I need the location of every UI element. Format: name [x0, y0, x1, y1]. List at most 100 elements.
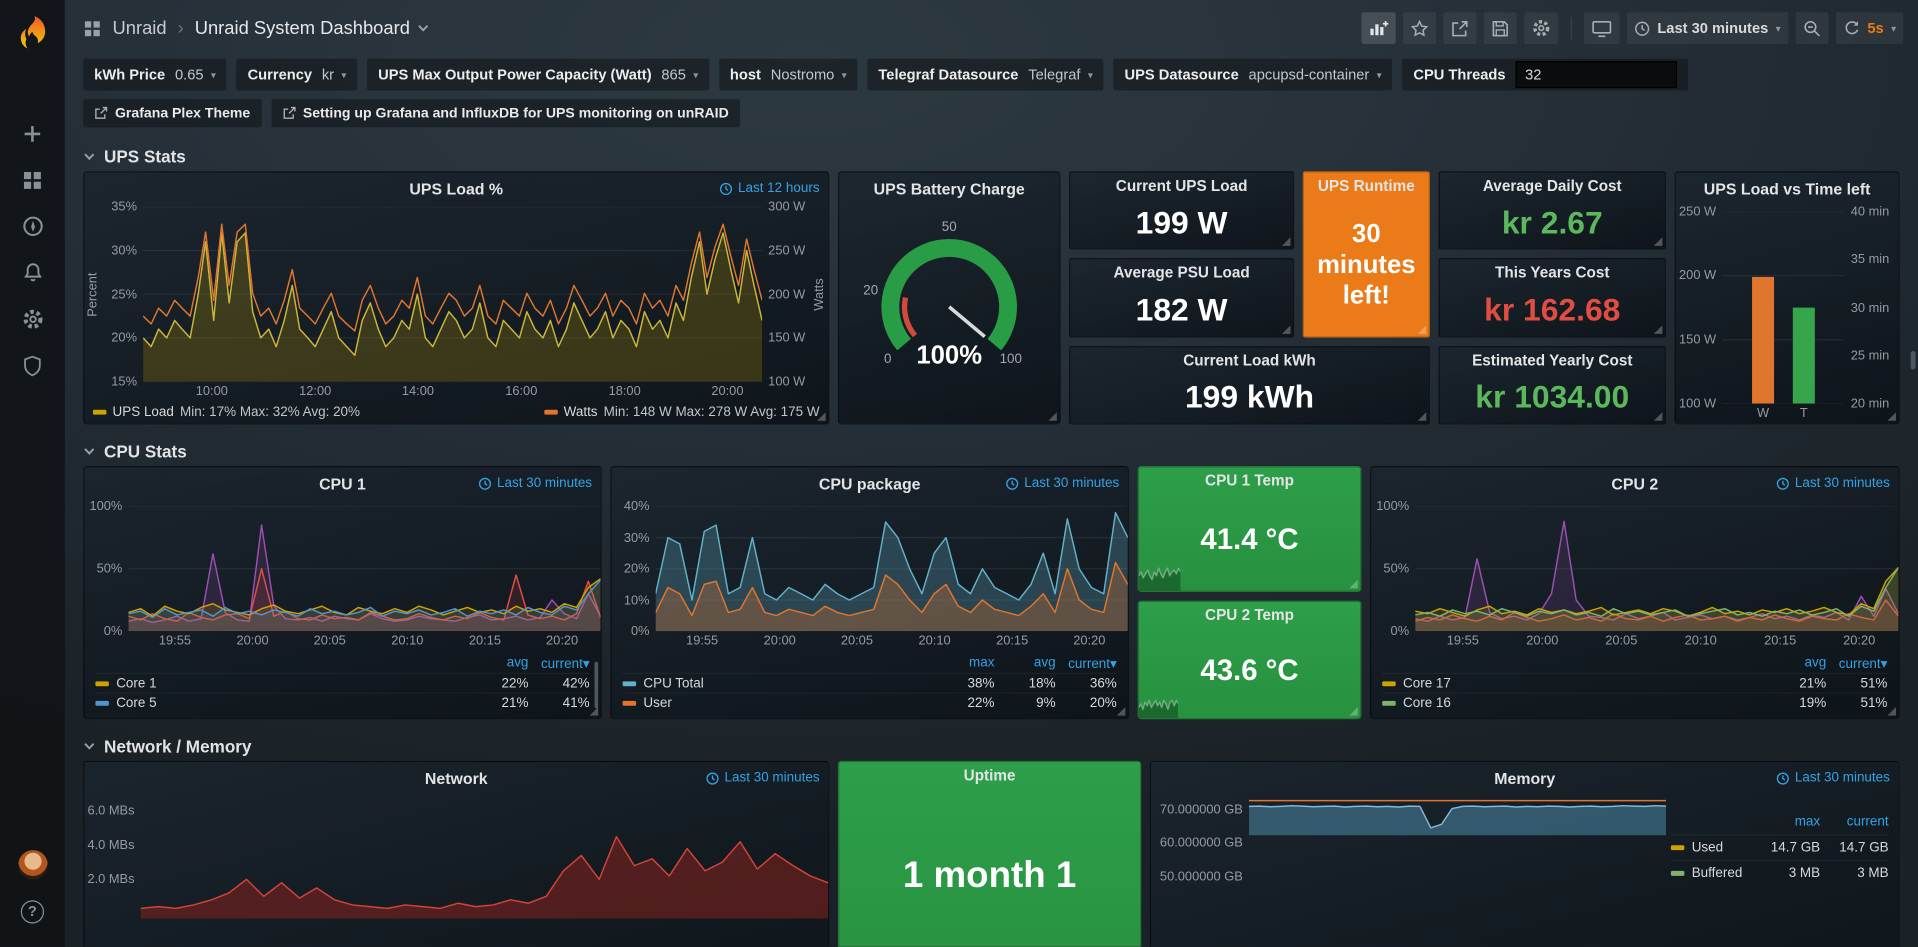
panel-title[interactable]: Current Load kWh — [1183, 351, 1316, 369]
panel-title[interactable]: UPS Runtime — [1317, 177, 1415, 195]
panel-time-range[interactable]: Last 30 minutes — [1777, 476, 1890, 491]
panel-resize-handle[interactable] — [1116, 707, 1126, 716]
share-dashboard-button[interactable] — [1443, 12, 1477, 45]
variable-value-dropdown[interactable]: Nostromo ▾ — [770, 66, 847, 84]
panel-resize-handle[interactable] — [1417, 412, 1427, 421]
panel-title[interactable]: UPS Load % — [409, 179, 504, 198]
panel-title[interactable]: UPS Load vs Time left — [1703, 179, 1871, 198]
page-scrollbar[interactable] — [1910, 0, 1917, 947]
add-panel-button[interactable] — [1361, 12, 1396, 45]
sidebar-server-admin-button[interactable] — [0, 342, 65, 388]
panel-resize-handle[interactable] — [1349, 707, 1358, 716]
legend-item[interactable]: Used 14.7 GB 14.7 GB — [1670, 834, 1889, 860]
panel-time-range[interactable]: Last 30 minutes — [706, 771, 820, 785]
link-ups-monitoring-guide[interactable]: Setting up Grafana and InfluxDB for UPS … — [271, 99, 740, 128]
zoom-out-time-button[interactable] — [1795, 12, 1829, 45]
panel-title[interactable]: CPU 2 Temp — [1205, 606, 1294, 624]
panel-title[interactable]: Average PSU Load — [1113, 264, 1250, 282]
grafana-logo-button[interactable] — [0, 10, 65, 59]
variable-value-dropdown[interactable]: kr ▾ — [321, 66, 347, 84]
star-dashboard-button[interactable] — [1402, 12, 1436, 45]
legend-item[interactable]: Core 5 21% 41% — [95, 692, 590, 712]
sidebar-help-button[interactable]: ? — [0, 888, 65, 934]
legend-column-header[interactable]: current▾ — [1068, 656, 1117, 671]
panel-resize-handle[interactable] — [589, 707, 599, 716]
sidebar-create-button[interactable] — [0, 110, 65, 156]
panel-title[interactable]: This Years Cost — [1495, 264, 1610, 282]
sidebar-dashboards-button[interactable] — [0, 157, 65, 203]
panel-resize-handle[interactable] — [1281, 324, 1291, 334]
panel-title[interactable]: CPU package — [818, 473, 921, 493]
panel-title[interactable]: UPS Battery Charge — [873, 179, 1025, 198]
network-chart-plot[interactable] — [140, 796, 829, 919]
dashboard-title[interactable]: Unraid System Dashboard — [195, 18, 430, 39]
panel-title[interactable]: CPU 1 — [319, 473, 366, 493]
panel-time-range[interactable]: Last 30 minutes — [1777, 771, 1890, 785]
panel-title[interactable]: Uptime — [963, 766, 1016, 785]
legend-column-header[interactable]: avg — [1033, 655, 1056, 671]
panel-resize-handle[interactable] — [1281, 237, 1291, 247]
legend-column-header[interactable]: avg — [1804, 655, 1827, 671]
legend-item[interactable]: Core 17 21% 51% — [1382, 672, 1888, 693]
variable-value-dropdown[interactable]: 865 ▾ — [661, 66, 699, 84]
panel-title[interactable]: Estimated Yearly Cost — [1472, 351, 1633, 369]
variable-value-dropdown[interactable]: 0.65 ▾ — [174, 66, 216, 84]
cpu2-chart-plot[interactable] — [1415, 506, 1899, 632]
kiosk-mode-button[interactable] — [1583, 12, 1620, 45]
panel-title[interactable]: CPU 2 — [1611, 473, 1659, 493]
sidebar-alerting-button[interactable] — [0, 250, 65, 296]
panel-title[interactable]: Current UPS Load — [1115, 177, 1248, 195]
cpu-package-chart-plot[interactable] — [655, 506, 1128, 632]
legend-item[interactable]: Core 16 19% 51% — [1382, 692, 1888, 712]
ups-load-chart-plot[interactable] — [143, 207, 763, 382]
section-ups-stats[interactable]: UPS Stats — [83, 141, 1899, 172]
panel-resize-handle[interactable] — [1349, 579, 1358, 589]
panel-time-range[interactable]: Last 30 minutes — [479, 476, 592, 491]
legend-item[interactable]: UPS Load Min: 17% Max: 32% Avg: 20% — [92, 405, 360, 420]
panel-resize-handle[interactable] — [1048, 412, 1057, 421]
panel-time-range[interactable]: Last 30 minutes — [1006, 476, 1119, 491]
panel-title[interactable]: Network — [424, 768, 488, 788]
cpu1-chart-plot[interactable] — [128, 506, 601, 632]
legend-column-header[interactable]: current — [1846, 814, 1889, 829]
legend-scrollbar[interactable] — [594, 661, 599, 709]
panel-resize-handle[interactable] — [817, 412, 826, 421]
legend-column-header[interactable]: avg — [506, 655, 529, 671]
dashboard-settings-button[interactable] — [1524, 12, 1559, 45]
save-dashboard-button[interactable] — [1483, 12, 1517, 45]
memory-chart-plot[interactable] — [1248, 794, 1667, 947]
panel-title[interactable]: CPU 1 Temp — [1205, 472, 1294, 490]
legend-column-header[interactable]: current▾ — [1838, 656, 1888, 671]
variable-value-dropdown[interactable]: apcupsd-container ▾ — [1248, 66, 1382, 84]
panel-resize-handle[interactable] — [1653, 324, 1663, 334]
legend-item[interactable]: Watts Min: 148 W Max: 278 W Avg: 175 W — [544, 405, 820, 420]
panel-resize-handle[interactable] — [1417, 324, 1427, 334]
panel-resize-handle[interactable] — [1887, 707, 1896, 716]
bar-chart-plot[interactable] — [1722, 212, 1844, 404]
panel-title[interactable]: Memory — [1494, 768, 1556, 788]
variable-value-dropdown[interactable]: Telegraf ▾ — [1028, 66, 1093, 84]
legend-column-header[interactable]: max — [1794, 814, 1821, 829]
panel-resize-handle[interactable] — [1887, 412, 1896, 421]
section-cpu-stats[interactable]: CPU Stats — [83, 435, 1899, 466]
section-network-memory[interactable]: Network / Memory — [83, 730, 1899, 761]
scrollbar-thumb[interactable] — [1910, 351, 1916, 370]
panel-resize-handle[interactable] — [1653, 237, 1663, 247]
legend-column-header[interactable]: max — [969, 655, 995, 671]
panel-resize-handle[interactable] — [1653, 412, 1663, 421]
legend-item[interactable]: Core 1 22% 42% — [95, 672, 590, 693]
sidebar-profile-button[interactable] — [0, 842, 65, 888]
refresh-picker[interactable]: 5s ▾ — [1835, 12, 1904, 45]
breadcrumb-folder[interactable]: Unraid — [112, 17, 167, 39]
panel-title[interactable]: Average Daily Cost — [1482, 177, 1622, 195]
link-grafana-plex-theme[interactable]: Grafana Plex Theme — [83, 99, 262, 128]
legend-item[interactable]: CPU Total 38% 18% 36% — [622, 672, 1117, 693]
sidebar-explore-button[interactable] — [0, 203, 65, 249]
time-range-picker[interactable]: Last 30 minutes ▾ — [1626, 12, 1788, 45]
panel-time-range[interactable]: Last 12 hours — [720, 181, 820, 196]
sidebar-configuration-button[interactable] — [0, 296, 65, 342]
legend-item[interactable]: User 22% 9% 20% — [622, 692, 1117, 712]
cpu-threads-input[interactable] — [1515, 61, 1677, 89]
legend-item[interactable]: Buffered 3 MB 3 MB — [1670, 859, 1889, 886]
legend-column-header[interactable]: current▾ — [540, 656, 590, 671]
